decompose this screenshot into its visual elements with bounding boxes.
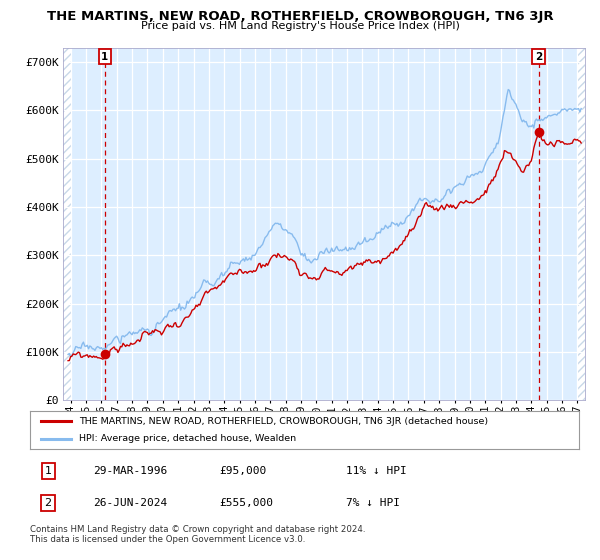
Text: 26-JUN-2024: 26-JUN-2024	[93, 498, 167, 508]
Text: Contains HM Land Registry data © Crown copyright and database right 2024.
This d: Contains HM Land Registry data © Crown c…	[30, 525, 365, 544]
Text: 2: 2	[535, 52, 542, 62]
Text: THE MARTINS, NEW ROAD, ROTHERFIELD, CROWBOROUGH, TN6 3JR: THE MARTINS, NEW ROAD, ROTHERFIELD, CROW…	[47, 10, 553, 22]
Text: 2: 2	[44, 498, 52, 508]
Text: 11% ↓ HPI: 11% ↓ HPI	[346, 466, 406, 476]
Text: Price paid vs. HM Land Registry's House Price Index (HPI): Price paid vs. HM Land Registry's House …	[140, 21, 460, 31]
Text: HPI: Average price, detached house, Wealden: HPI: Average price, detached house, Weal…	[79, 435, 296, 444]
Text: 1: 1	[44, 466, 52, 476]
Text: 7% ↓ HPI: 7% ↓ HPI	[346, 498, 400, 508]
Text: £95,000: £95,000	[220, 466, 266, 476]
Text: 29-MAR-1996: 29-MAR-1996	[93, 466, 167, 476]
Text: £555,000: £555,000	[220, 498, 274, 508]
Text: 1: 1	[101, 52, 109, 62]
Text: THE MARTINS, NEW ROAD, ROTHERFIELD, CROWBOROUGH, TN6 3JR (detached house): THE MARTINS, NEW ROAD, ROTHERFIELD, CROW…	[79, 417, 488, 426]
